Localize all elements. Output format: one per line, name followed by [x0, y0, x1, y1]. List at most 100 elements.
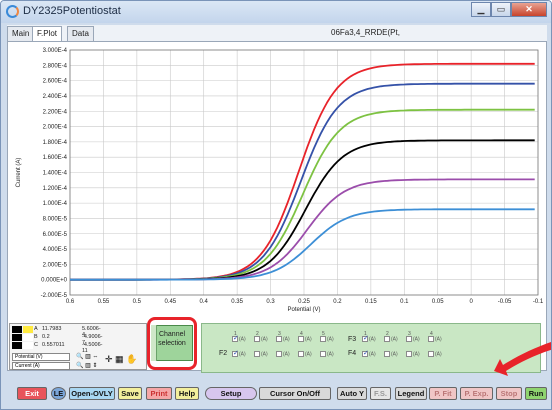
y-tick-label: 2.200E-4 [43, 109, 68, 115]
group-label-f2: F2 [219, 350, 228, 357]
channel-selection-button[interactable]: Channel selection [151, 325, 193, 361]
minimize-button[interactable]: ▁ [471, 2, 491, 17]
cursor-name: C [34, 342, 38, 348]
cursor-toggle-button[interactable]: Cursor On/Off [259, 387, 331, 400]
exit-button[interactable]: Exit [17, 387, 47, 400]
zoom-tools-icon[interactable]: 🔍 ▥ ⇕ [76, 363, 98, 369]
auto-y-button[interactable]: Auto Y [337, 387, 367, 400]
channel-selection-label: Channel selection [158, 331, 186, 347]
x-axis-label: Potential (V) [287, 307, 320, 313]
channel-checkbox[interactable]: 4 (A) [298, 331, 312, 343]
cursor-name: A [34, 326, 38, 332]
y-axis-select[interactable]: Current (A) [12, 362, 70, 370]
legend-button[interactable]: Legend [395, 387, 427, 400]
x-tick-label: 0.1 [400, 299, 409, 305]
save-button[interactable]: Save [118, 387, 142, 400]
channel-checkbox[interactable]: (A) [320, 351, 334, 357]
series-line-6 [70, 208, 535, 281]
stop-button[interactable]: Stop [496, 387, 522, 400]
y-tick-label: 8.000E-5 [43, 216, 68, 222]
x-tick-label: 0.05 [432, 299, 444, 305]
channel-checkbox[interactable]: 3 (A) [406, 331, 420, 343]
close-button[interactable]: ✕ [511, 2, 547, 17]
cursor-name: B [34, 334, 38, 340]
x-tick-label: 0.45 [164, 299, 176, 305]
group-label-f4: F4 [348, 350, 357, 357]
x-axis-select[interactable]: Potential (V) [12, 353, 70, 361]
tab-bar: Main F.Plot Data [7, 25, 547, 42]
channel-checkbox[interactable]: 2 (A) [384, 331, 398, 343]
series-swatch [12, 326, 22, 333]
channel-checkbox[interactable]: (A) [232, 349, 246, 357]
series-line-2 [70, 82, 535, 281]
series-swatch [12, 334, 22, 341]
fs-button[interactable]: F.S. [370, 387, 391, 400]
tab-fplot[interactable]: F.Plot [32, 26, 63, 42]
run-button[interactable]: Run [525, 387, 547, 400]
x-tick-label: -0.05 [498, 299, 512, 305]
y-tick-label: 1.600E-4 [43, 155, 68, 161]
le-button[interactable]: LE [51, 387, 66, 400]
cursor-row-b: B 0.2 -4.9006-7 [12, 334, 103, 346]
series-swatch [23, 342, 33, 349]
y-tick-label: 2.800E-4 [43, 63, 68, 69]
highlight-ring [147, 317, 197, 370]
y-axis-label: Current (A) [16, 158, 22, 188]
x-tick-label: 0.4 [200, 299, 209, 305]
channel-checkbox[interactable]: 1(A) [232, 331, 246, 342]
group-label-f3: F3 [348, 336, 357, 343]
plot-frame [69, 49, 539, 296]
x-tick-label: 0.25 [298, 299, 310, 305]
y-tick-label: 1.400E-4 [43, 171, 68, 177]
cursor-value: 5.6006-4 [82, 326, 101, 338]
x-tick-label: 0.6 [66, 299, 75, 305]
channel-checkbox[interactable]: (A) [362, 349, 376, 357]
tab-main[interactable]: Main [7, 26, 35, 41]
tab-data[interactable]: Data [67, 26, 94, 41]
channel-checkbox[interactable]: 3 (A) [276, 331, 290, 343]
channel-checkbox[interactable]: (A) [254, 351, 268, 357]
channel-panel: 1(A) 2(A) 3(A) 4(A) 5(A) F2 (A) (A) (A) … [201, 323, 541, 373]
cursor-readout: A 11.7983 5.6006-4 B 0.2 -4.9006-7 C 0.5… [9, 323, 147, 370]
p-fit-button[interactable]: P. Fit [429, 387, 457, 400]
title-bar: DY2325Potentiostat ▁ ▭ ✕ [1, 1, 551, 23]
channel-checkbox[interactable]: (A) [298, 351, 312, 357]
channel-checkbox[interactable]: (A) [406, 351, 420, 357]
cursor-value: -4.9006-7 [82, 334, 103, 346]
channel-scrollbar[interactable] [151, 325, 157, 361]
y-tick-label: 3.000E-4 [43, 48, 68, 54]
x-tick-label: 0 [469, 299, 473, 305]
y-tick-label: 2.000E-4 [43, 125, 68, 131]
setup-button[interactable]: Setup [205, 387, 257, 400]
open-ovly-button[interactable]: Open-OVLY [69, 387, 115, 400]
x-tick-label: 0.55 [98, 299, 110, 305]
p-exp-button[interactable]: P. Exp. [460, 387, 493, 400]
print-button[interactable]: Print [146, 387, 172, 400]
bottom-toolbar: Exit LE Open-OVLY Save Print Help Setup … [1, 383, 551, 409]
crosshair-icon[interactable]: ✛ ▦ ✋ [105, 354, 138, 364]
y-tick-label: 2.000E-5 [43, 262, 68, 268]
callout-arrow-icon [494, 342, 551, 376]
y-tick-label: 2.600E-4 [43, 79, 68, 85]
help-button[interactable]: Help [175, 387, 199, 400]
channel-checkbox[interactable]: (A) [276, 351, 290, 357]
cursor-value: 0.2 [42, 334, 50, 340]
current-potential-chart[interactable]: -2.000E-5 0.000E+0 2.000E-5 4.000E-5 6.000E-… [8, 42, 548, 327]
channel-checkbox[interactable]: 2 (A) [254, 331, 268, 343]
y-tick-label: 1.800E-4 [43, 140, 68, 146]
maximize-button[interactable]: ▭ [491, 2, 511, 17]
channel-checkbox[interactable]: (A) [384, 351, 398, 357]
y-tick-label: 4.000E-5 [43, 247, 68, 253]
cursor-row-a: A 11.7983 5.6006-4 [12, 326, 101, 338]
channel-checkbox[interactable]: 4 (A) [428, 331, 442, 343]
app-icon [6, 5, 19, 18]
zoom-tools-icon[interactable]: 🔍 ▥ ⇔ [76, 354, 99, 360]
x-tick-label: 0.3 [266, 299, 275, 305]
window-title: DY2325Potentiostat [23, 5, 121, 17]
x-tick-label: 0.2 [333, 299, 342, 305]
series-swatch [23, 334, 33, 341]
y-tick-label: 1.000E-4 [43, 201, 68, 207]
channel-checkbox[interactable]: 5 (A) [320, 331, 334, 343]
channel-checkbox[interactable]: (A) [428, 351, 442, 357]
channel-checkbox[interactable]: 1(A) [362, 331, 376, 342]
